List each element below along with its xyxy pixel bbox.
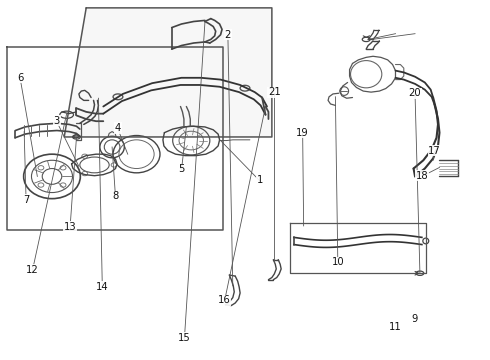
Text: 2: 2 — [225, 30, 231, 40]
Text: 14: 14 — [96, 282, 109, 292]
Polygon shape — [64, 8, 272, 137]
Text: 15: 15 — [178, 333, 191, 343]
Text: 20: 20 — [409, 88, 421, 98]
Text: 12: 12 — [26, 265, 39, 275]
Text: 10: 10 — [332, 257, 344, 267]
Text: 9: 9 — [412, 314, 418, 324]
Text: 1: 1 — [256, 175, 263, 185]
Text: 7: 7 — [23, 195, 29, 205]
Text: 16: 16 — [218, 295, 231, 305]
Text: 8: 8 — [112, 191, 119, 201]
Text: 17: 17 — [428, 145, 441, 156]
Text: 18: 18 — [416, 171, 428, 181]
Text: 5: 5 — [178, 164, 185, 174]
Text: 19: 19 — [296, 128, 309, 138]
Text: 11: 11 — [389, 322, 402, 332]
Text: 4: 4 — [115, 123, 121, 133]
Text: 13: 13 — [64, 222, 76, 231]
Text: 21: 21 — [268, 87, 281, 97]
Text: 3: 3 — [54, 116, 60, 126]
Text: 6: 6 — [17, 73, 24, 83]
